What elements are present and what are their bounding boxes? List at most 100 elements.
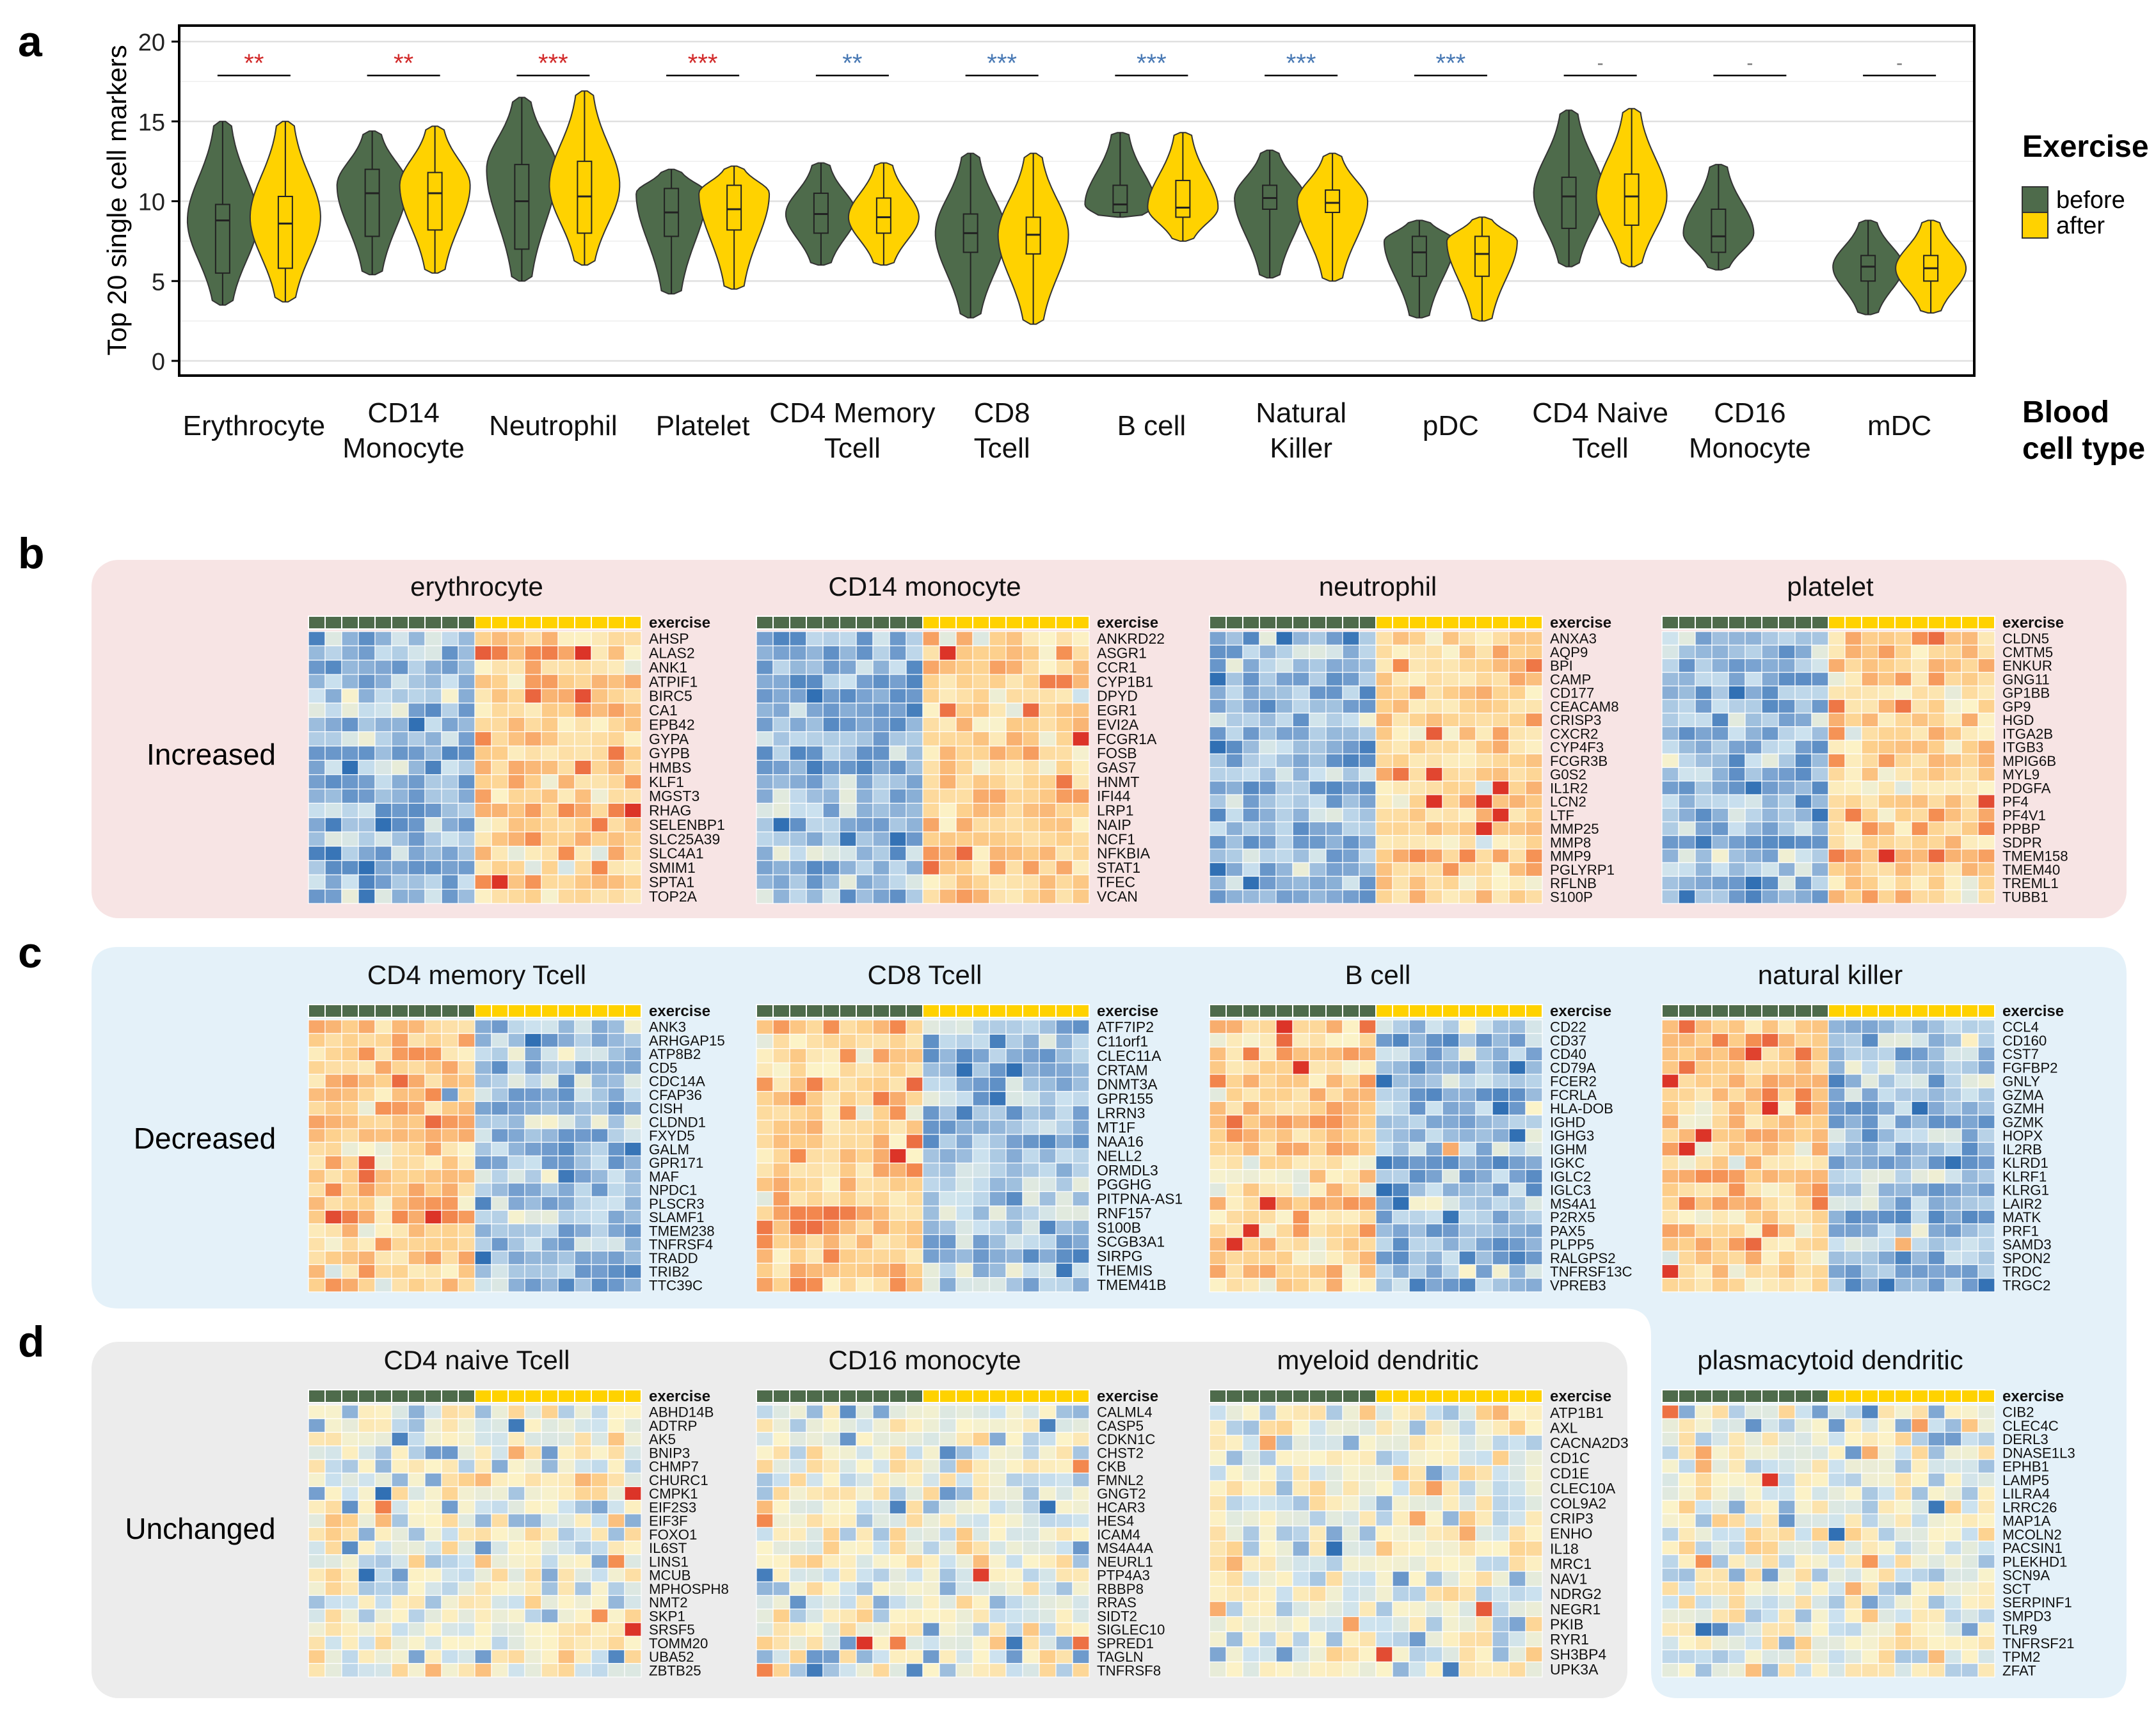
heatmap-cell — [1475, 821, 1493, 836]
heatmap-cell — [341, 817, 359, 832]
heatmap-cell — [541, 1209, 559, 1225]
heatmap-cell — [607, 1472, 625, 1488]
heatmap-cell — [341, 1087, 359, 1102]
heatmap-cell — [458, 1128, 475, 1143]
heatmap-cell — [391, 1169, 409, 1184]
heatmap-cell — [1325, 1196, 1343, 1211]
heatmap-cell — [1778, 1060, 1796, 1075]
heatmap-cell — [822, 1119, 840, 1135]
heatmap-cell — [1745, 672, 1762, 687]
heatmap-cell — [756, 660, 774, 675]
annotation-cell-after — [1944, 1389, 1962, 1403]
heatmap-cell — [391, 1182, 409, 1197]
heatmap-cell — [1458, 699, 1476, 714]
heatmap-cell — [1342, 1601, 1360, 1618]
heatmap-cell — [889, 1513, 907, 1528]
violin-after — [997, 152, 1069, 325]
heatmap-cell — [872, 1220, 890, 1236]
heatmap-cell — [1325, 767, 1343, 782]
heatmap-cell — [458, 1418, 475, 1433]
heatmap-cell — [1492, 1087, 1510, 1102]
heatmap-cell — [557, 1074, 575, 1088]
heatmap-cell — [1325, 1646, 1343, 1662]
heatmap-cell — [1375, 807, 1393, 823]
heatmap-cell — [1259, 712, 1277, 728]
heatmap-cell — [507, 1074, 525, 1088]
heatmap-cell — [1259, 753, 1277, 768]
heatmap-cell — [972, 1431, 990, 1447]
heatmap-cell — [1359, 794, 1377, 809]
heatmap-cell — [822, 1418, 840, 1433]
heatmap-cell — [607, 845, 625, 861]
heatmap-cell — [1242, 1646, 1260, 1662]
heatmap-cell — [1861, 781, 1879, 795]
heatmap-cell — [1392, 740, 1410, 754]
heatmap-cell — [1342, 1450, 1360, 1467]
heatmap-cell — [1375, 685, 1393, 700]
heatmap-cell — [1309, 848, 1327, 863]
heatmap-cell — [906, 874, 923, 890]
heatmap-cell — [1911, 1074, 1929, 1088]
heatmap-cell — [607, 788, 625, 804]
heatmap-cell — [1425, 740, 1443, 754]
heatmap-cell — [391, 1101, 409, 1116]
heatmap-cell — [772, 745, 790, 761]
heatmap-cell — [1728, 753, 1746, 768]
heatmap-cell — [1475, 1196, 1493, 1211]
heatmap-cell — [806, 889, 824, 904]
heatmap-cell — [1309, 1450, 1327, 1467]
heatmap-cell — [1508, 875, 1526, 891]
heatmap-cell — [1525, 753, 1543, 768]
heatmap-cell — [856, 860, 874, 875]
heatmap-cell — [1894, 889, 1912, 904]
heatmap-cell — [1275, 821, 1293, 836]
heatmap-cell — [1861, 1141, 1879, 1157]
heatmap-cell — [458, 845, 475, 861]
heatmap-cell — [989, 1148, 1007, 1164]
heatmap-cell — [541, 1635, 559, 1651]
heatmap-cell — [1492, 1646, 1510, 1662]
heatmap-cell — [1359, 1450, 1377, 1467]
heatmap-cell — [1055, 889, 1073, 904]
gene-label: NPDC1 — [649, 1182, 697, 1198]
heatmap-cell — [1359, 1223, 1377, 1238]
heatmap-cell — [1442, 753, 1460, 768]
heatmap-cell — [1275, 1646, 1293, 1662]
heatmap-cell — [1409, 1060, 1426, 1075]
annotation-cell-before — [1259, 1389, 1277, 1403]
heatmap-cell — [1242, 1250, 1260, 1266]
heatmap-cell — [1508, 631, 1526, 646]
heatmap-cell — [1375, 753, 1393, 768]
heatmap-cell — [939, 1649, 957, 1664]
gene-label: ATP1B1 — [1550, 1404, 1604, 1421]
heatmap-cell — [1005, 1622, 1023, 1637]
heatmap-cell — [789, 1609, 807, 1623]
heatmap-cell — [1425, 644, 1443, 660]
heatmap-cell — [1275, 658, 1293, 673]
heatmap-cell — [1359, 1525, 1377, 1542]
heatmap-cell — [1508, 1435, 1526, 1451]
gene-label: AK5 — [649, 1431, 676, 1447]
heatmap-cell — [1392, 1182, 1410, 1197]
heatmap-cell — [1811, 794, 1829, 809]
heatmap-cell — [839, 1205, 857, 1221]
heatmap-cell — [1425, 1540, 1443, 1557]
heatmap-cell — [1961, 1101, 1979, 1116]
heatmap-cell — [1944, 1128, 1962, 1143]
heatmap-cell — [806, 1177, 824, 1193]
heatmap-cell — [772, 1459, 790, 1474]
heatmap-cell — [1375, 1128, 1393, 1143]
heatmap-cell — [1492, 1155, 1510, 1170]
heatmap-cell — [1977, 1101, 1995, 1116]
heatmap-cell — [1039, 1033, 1057, 1049]
heatmap-cell — [1292, 658, 1310, 673]
heatmap-cell — [391, 1635, 409, 1651]
heatmap-cell — [772, 1540, 790, 1555]
heatmap-cell — [1458, 794, 1476, 809]
heatmap-cell — [1695, 699, 1713, 714]
heatmap-cell — [1894, 1209, 1912, 1225]
heatmap-cell — [1392, 1196, 1410, 1211]
heatmap-cell — [1259, 821, 1277, 836]
heatmap-cell — [424, 845, 442, 861]
heatmap-cell — [989, 1262, 1007, 1278]
